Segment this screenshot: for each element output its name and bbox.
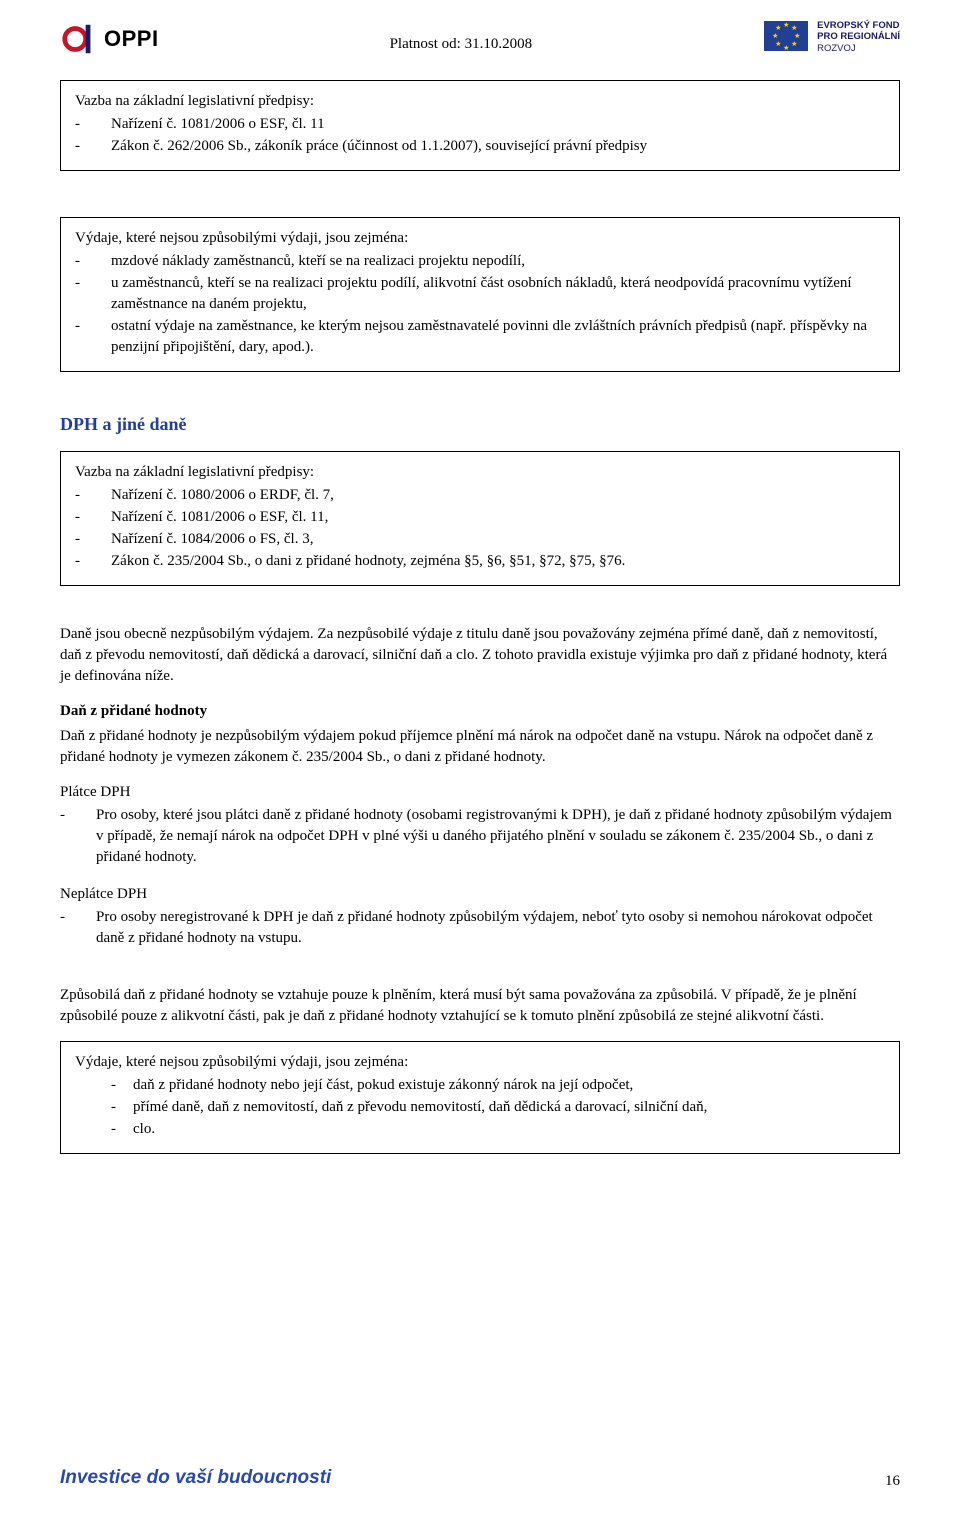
box1-list: Nařízení č. 1081/2006 o ESF, čl. 11 Záko… [75, 114, 885, 157]
eu-fund-label: EVROPSKÝ FOND PRO REGIONÁLNÍ ROZVOJ [817, 20, 900, 54]
eu-label-line2: PRO REGIONÁLNÍ [817, 31, 900, 42]
box2-list: mzdové náklady zaměstnanců, kteří se na … [75, 251, 885, 358]
subheading-dph: Daň z přidané hodnoty [60, 701, 900, 722]
paragraph: Daň z přidané hodnoty je nezpůsobilým vý… [60, 726, 900, 768]
page-header: OPPI Platnost od: 31.10.2008 ★ ★ ★ ★ ★ ★… [60, 20, 900, 58]
list-item: Nařízení č. 1081/2006 o ESF, čl. 11, [111, 507, 885, 528]
list-item: Zákon č. 262/2006 Sb., zákoník práce (úč… [111, 136, 885, 157]
validity-label: Platnost od: 31.10.2008 [159, 20, 764, 55]
paragraph: Daně jsou obecně nezpůsobilým výdajem. Z… [60, 624, 900, 687]
header-right: ★ ★ ★ ★ ★ ★ ★ ★ EVROPSKÝ FOND PRO REGION… [763, 20, 900, 54]
subheading-platce: Plátce DPH [60, 782, 900, 803]
oppi-logo-text: OPPI [104, 24, 159, 55]
box-ineligible-2: Výdaje, které nejsou způsobilými výdaji,… [60, 1041, 900, 1154]
list-item: Nařízení č. 1081/2006 o ESF, čl. 11 [111, 114, 885, 135]
list-item: ostatní výdaje na zaměstnance, ke kterým… [111, 316, 885, 358]
list-item: daň z přidané hodnoty nebo její část, po… [133, 1075, 885, 1096]
box1-lead: Vazba na základní legislativní předpisy: [75, 91, 885, 112]
page-number: 16 [885, 1471, 900, 1492]
oppi-logo-icon [60, 20, 98, 58]
paragraph: Pro osoby neregistrované k DPH je daň z … [96, 907, 900, 949]
subheading-neplatce: Neplátce DPH [60, 884, 900, 905]
box4-lead: Výdaje, které nejsou způsobilými výdaji,… [75, 1052, 885, 1073]
box4-list: daň z přidané hodnoty nebo její část, po… [75, 1075, 885, 1140]
footer-slogan: Investice do vaší budoucnosti [60, 1465, 331, 1492]
box2-lead: Výdaje, které nejsou způsobilými výdaji,… [75, 228, 885, 249]
dash-icon: - [60, 805, 96, 868]
list-item: u zaměstnanců, kteří se na realizaci pro… [111, 273, 885, 315]
body-text: Daně jsou obecně nezpůsobilým výdajem. Z… [60, 624, 900, 1027]
list-item: clo. [133, 1119, 885, 1140]
page: OPPI Platnost od: 31.10.2008 ★ ★ ★ ★ ★ ★… [0, 0, 960, 1514]
list-item: Nařízení č. 1084/2006 o FS, čl. 3, [111, 529, 885, 550]
box3-list: Nařízení č. 1080/2006 o ERDF, čl. 7, Nař… [75, 485, 885, 572]
eu-flag-icon: ★ ★ ★ ★ ★ ★ ★ ★ [763, 20, 809, 52]
section-title-dph: DPH a jiné daně [60, 412, 900, 437]
box3-lead: Vazba na základní legislativní předpisy: [75, 462, 885, 483]
list-item: Nařízení č. 1080/2006 o ERDF, čl. 7, [111, 485, 885, 506]
paragraph: Způsobilá daň z přidané hodnoty se vztah… [60, 985, 900, 1027]
box-ineligible-1: Výdaje, které nejsou způsobilými výdaji,… [60, 217, 900, 372]
list-item: mzdové náklady zaměstnanců, kteří se na … [111, 251, 885, 272]
list-item: přímé daně, daň z nemovitostí, daň z pře… [133, 1097, 885, 1118]
dash-icon: - [60, 907, 96, 949]
page-footer: Investice do vaší budoucnosti 16 [60, 1465, 900, 1492]
block-platce: Plátce DPH - Pro osoby, které jsou plátc… [60, 782, 900, 868]
eu-label-line3: ROZVOJ [817, 43, 900, 54]
box-legislation-1: Vazba na základní legislativní předpisy:… [60, 80, 900, 171]
header-left: OPPI [60, 20, 159, 58]
paragraph: Pro osoby, které jsou plátci daně z přid… [96, 805, 900, 868]
block-neplatce: Neplátce DPH - Pro osoby neregistrované … [60, 884, 900, 949]
list-item: Zákon č. 235/2004 Sb., o dani z přidané … [111, 551, 885, 572]
neplatce-body: - Pro osoby neregistrované k DPH je daň … [60, 907, 900, 949]
platce-body: - Pro osoby, které jsou plátci daně z př… [60, 805, 900, 868]
box-legislation-2: Vazba na základní legislativní předpisy:… [60, 451, 900, 586]
eu-label-line1: EVROPSKÝ FOND [817, 20, 900, 31]
